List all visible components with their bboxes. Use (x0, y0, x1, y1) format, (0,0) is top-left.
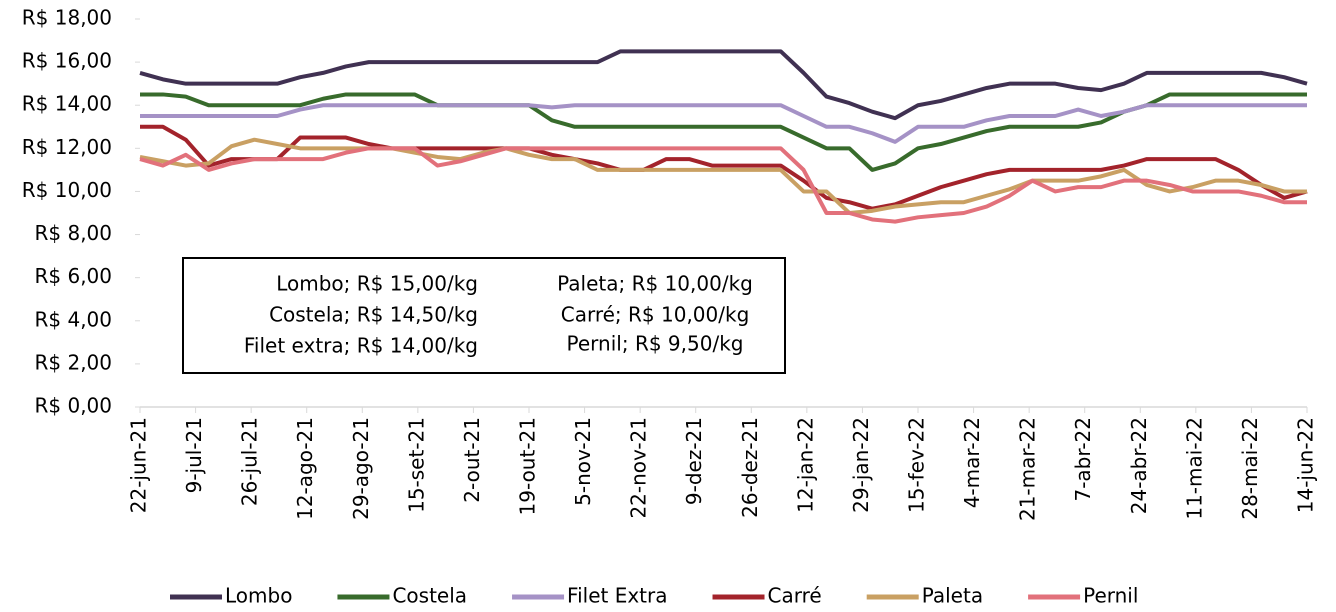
x-tick-label: 7-abr-22 (1071, 417, 1095, 502)
annotation: Lombo; R$ 15,00/kg (276, 272, 478, 296)
x-tick-label: 22-jun-21 (127, 417, 151, 513)
x-tick-label: 22-nov-21 (627, 417, 651, 519)
y-tick-label: R$ 4,00 (34, 307, 112, 331)
x-tick-label: 21-mar-22 (1016, 417, 1040, 521)
x-tick-label: 12-jan-22 (793, 417, 817, 513)
legend-label: Filet Extra (567, 584, 667, 608)
series-line (139, 146, 1307, 224)
x-tick-label: 9-dez-21 (682, 417, 706, 505)
y-tick-label: R$ 16,00 (22, 49, 112, 73)
series-line (140, 103, 1307, 144)
x-tick-label: 5-nov-21 (571, 417, 595, 506)
legend-label: Pernil (1083, 584, 1138, 608)
x-tick-label: 26-dez-21 (738, 417, 762, 518)
y-tick-label: R$ 8,00 (34, 221, 112, 245)
series-line (139, 49, 1308, 121)
y-tick-label: R$ 12,00 (22, 135, 112, 159)
series-line (140, 124, 1308, 211)
x-tick-label: 9-jul-21 (182, 417, 206, 493)
y-tick-label: R$ 18,00 (22, 6, 112, 30)
x-tick-label: 19-out-21 (516, 417, 540, 515)
annotation: Carré; R$ 10,00/kg (561, 303, 750, 327)
x-tick-label: 29-jan-22 (849, 417, 873, 513)
annotation: Paleta; R$ 10,00/kg (557, 272, 753, 296)
x-tick-label: 12-ago-21 (293, 417, 317, 520)
y-tick-label: R$ 10,00 (22, 178, 112, 202)
x-tick-label: 4-mar-22 (960, 417, 984, 508)
x-tick-label: 29-ago-21 (349, 417, 373, 520)
x-tick-label: 15-set-21 (404, 417, 428, 513)
x-tick-label: 14-jun-22 (1294, 417, 1318, 513)
x-tick-label: 15-fev-22 (905, 417, 929, 513)
x-tick-label: 24-abr-22 (1127, 417, 1151, 514)
legend-label: Costela (392, 584, 467, 608)
x-tick-label: 26-jul-21 (238, 417, 262, 506)
x-tick-label: 11-mai-22 (1182, 417, 1206, 520)
annotation: Filet extra; R$ 14,00/kg (244, 334, 478, 358)
y-tick-label: R$ 14,00 (22, 92, 112, 116)
y-tick-label: R$ 6,00 (34, 264, 112, 288)
legend-label: Carré (768, 584, 822, 608)
x-tick-label: 28-mai-22 (1238, 417, 1262, 520)
series-line (140, 92, 1307, 172)
annotation-box (182, 257, 786, 374)
annotation: Costela; R$ 14,50/kg (269, 303, 478, 327)
annotation: Pernil; R$ 9,50/kg (567, 332, 744, 356)
y-tick-label: R$ 2,00 (34, 350, 112, 374)
series-line (139, 137, 1307, 215)
x-tick-label: 2-out-21 (460, 417, 484, 503)
y-tick-label: R$ 0,00 (34, 394, 112, 418)
legend-label: Lombo (225, 584, 292, 608)
legend: Lombo Costela Filet Extra Carré Paleta Pernil (170, 584, 1138, 608)
legend-label: Paleta (922, 584, 983, 608)
